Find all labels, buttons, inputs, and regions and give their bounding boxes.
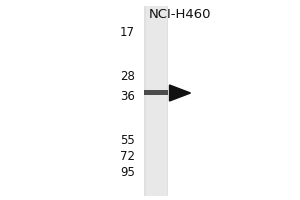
Polygon shape	[169, 85, 190, 101]
Text: 95: 95	[120, 166, 135, 178]
Text: 36: 36	[120, 90, 135, 102]
Text: 72: 72	[120, 150, 135, 162]
Text: 28: 28	[120, 70, 135, 82]
Text: 55: 55	[120, 134, 135, 146]
Bar	[146, 6, 167, 196]
Text: 17: 17	[120, 25, 135, 38]
Bar	[144, 6, 168, 196]
Text: NCI-H460: NCI-H460	[149, 8, 211, 21]
Bar	[144, 90, 168, 95]
